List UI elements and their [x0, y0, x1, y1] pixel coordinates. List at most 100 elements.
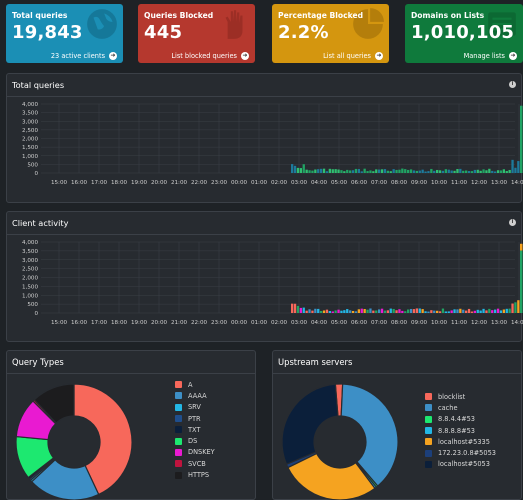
legend-swatch[interactable] — [175, 415, 182, 423]
bar[interactable] — [427, 311, 430, 313]
stat-link-active-clients[interactable]: 23 active clients ➜ — [51, 52, 117, 60]
legend-swatch[interactable] — [175, 426, 182, 434]
bar[interactable] — [296, 305, 300, 313]
bar[interactable] — [340, 310, 343, 313]
bar[interactable] — [485, 170, 488, 173]
bar[interactable] — [354, 168, 358, 173]
bar[interactable] — [302, 164, 305, 173]
bar[interactable] — [363, 308, 366, 313]
bar[interactable] — [331, 311, 334, 313]
stat-link-all-queries[interactable]: List all queries ➜ — [323, 52, 383, 60]
bar[interactable] — [438, 170, 442, 173]
bar[interactable] — [467, 171, 471, 173]
bar[interactable] — [430, 310, 433, 313]
bar[interactable] — [514, 302, 517, 313]
bar[interactable] — [421, 169, 424, 173]
bar[interactable] — [447, 311, 450, 313]
bar[interactable] — [383, 310, 387, 313]
bar[interactable] — [340, 170, 343, 173]
bar[interactable] — [479, 310, 482, 313]
bar[interactable] — [337, 169, 340, 173]
bar[interactable] — [418, 308, 421, 313]
bar[interactable] — [476, 309, 479, 313]
bar[interactable] — [441, 170, 445, 173]
bar[interactable] — [470, 171, 474, 173]
bar[interactable] — [447, 169, 450, 173]
legend-swatch[interactable] — [175, 403, 182, 411]
bar[interactable] — [372, 310, 375, 313]
bar[interactable] — [375, 310, 378, 313]
bar[interactable] — [389, 308, 392, 313]
bar[interactable] — [505, 308, 508, 313]
bar[interactable] — [380, 308, 384, 313]
bar[interactable] — [415, 308, 418, 313]
bar[interactable] — [328, 311, 331, 313]
bar[interactable] — [476, 169, 479, 173]
bar[interactable] — [438, 311, 442, 313]
bar[interactable] — [450, 170, 453, 173]
bar[interactable] — [322, 310, 326, 313]
bar[interactable] — [328, 168, 331, 173]
bar[interactable] — [334, 169, 337, 173]
bar[interactable] — [467, 308, 471, 313]
bar[interactable] — [337, 309, 340, 313]
bar[interactable] — [360, 308, 363, 313]
bar[interactable] — [418, 170, 421, 173]
info-icon[interactable]: i — [509, 81, 516, 88]
legend-swatch[interactable] — [175, 381, 182, 389]
bar[interactable] — [453, 309, 456, 313]
bar[interactable] — [462, 309, 465, 313]
bar[interactable] — [511, 159, 514, 173]
bar[interactable] — [470, 311, 474, 313]
bar[interactable] — [479, 170, 482, 173]
bar[interactable] — [496, 308, 500, 313]
bar[interactable] — [427, 171, 430, 173]
bar[interactable] — [346, 169, 349, 173]
bar[interactable] — [459, 168, 462, 173]
bar[interactable] — [369, 308, 372, 313]
bar[interactable] — [465, 310, 468, 313]
bar[interactable] — [322, 168, 326, 173]
bar[interactable] — [386, 310, 389, 313]
bar[interactable] — [407, 169, 410, 173]
bar[interactable] — [334, 310, 337, 313]
bar[interactable] — [317, 169, 320, 173]
legend-item[interactable]: AAAA — [175, 390, 215, 401]
bar[interactable] — [401, 168, 404, 173]
bar[interactable] — [349, 310, 352, 313]
bar[interactable] — [456, 169, 459, 173]
bar[interactable] — [444, 311, 447, 313]
legend-item[interactable]: blocklist — [425, 391, 496, 402]
bar[interactable] — [325, 309, 329, 313]
bar[interactable] — [488, 308, 491, 313]
bar[interactable] — [366, 171, 369, 173]
legend-swatch[interactable] — [425, 393, 432, 401]
bar[interactable] — [514, 167, 517, 173]
bar[interactable] — [491, 310, 494, 313]
bar[interactable] — [404, 169, 407, 173]
bar[interactable] — [482, 308, 485, 313]
legend-swatch[interactable] — [425, 404, 432, 412]
donut-slice[interactable] — [340, 383, 399, 487]
donut-slice[interactable] — [287, 452, 376, 500]
bar[interactable] — [331, 169, 334, 173]
bar[interactable] — [409, 308, 413, 313]
bar[interactable] — [311, 310, 314, 313]
bar[interactable] — [398, 169, 401, 173]
legend-swatch[interactable] — [175, 437, 182, 445]
legend-swatch[interactable] — [175, 392, 182, 400]
bar[interactable] — [433, 170, 436, 173]
bar[interactable] — [325, 171, 329, 173]
bar[interactable] — [444, 169, 447, 173]
bar[interactable] — [346, 309, 349, 313]
legend-item[interactable]: SRV — [175, 402, 215, 413]
bar[interactable] — [366, 309, 369, 313]
bar[interactable] — [395, 310, 398, 313]
stat-link-manage-lists[interactable]: Manage lists ➜ — [464, 52, 517, 60]
bar[interactable] — [415, 170, 418, 173]
legend-item[interactable]: A — [175, 379, 215, 390]
info-icon[interactable]: i — [509, 219, 516, 226]
legend-item[interactable]: 172.23.0.8#5053 — [425, 447, 496, 458]
bar[interactable] — [343, 171, 346, 173]
bar[interactable] — [453, 170, 456, 173]
